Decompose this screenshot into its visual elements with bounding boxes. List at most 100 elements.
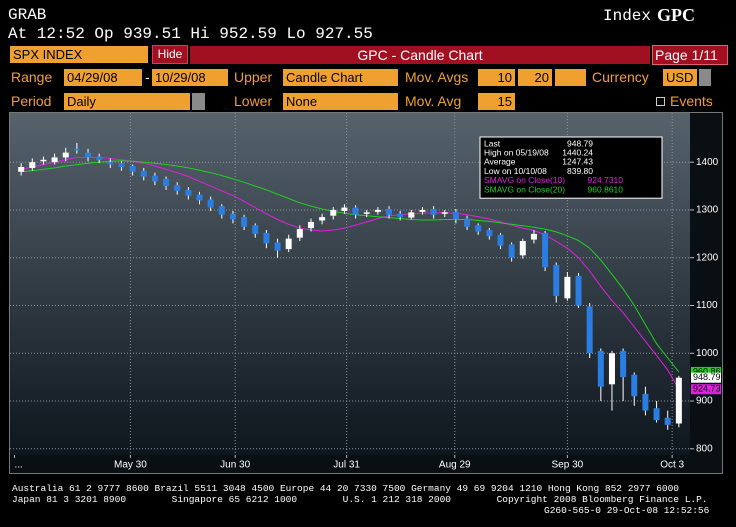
candle-body bbox=[386, 209, 393, 215]
events-label: Events bbox=[670, 93, 713, 109]
currency-field[interactable]: USD bbox=[663, 69, 697, 86]
candle-body bbox=[107, 162, 114, 165]
dropdown[interactable] bbox=[699, 69, 711, 86]
candle-body bbox=[274, 242, 281, 251]
hide-button[interactable]: Hide bbox=[152, 45, 188, 64]
legend-value: 924.7310 bbox=[588, 175, 624, 185]
security-field[interactable]: SPX INDEX bbox=[10, 46, 148, 63]
candle-body bbox=[508, 244, 515, 258]
candle-body bbox=[73, 148, 80, 151]
candle-body bbox=[118, 163, 125, 167]
candle-body bbox=[151, 175, 158, 182]
chart-frame bbox=[9, 112, 723, 474]
chart-title-bar: GPC - Candle Chart bbox=[190, 46, 650, 64]
candle-body bbox=[586, 306, 593, 354]
candle-body bbox=[575, 275, 582, 306]
candle-body bbox=[475, 225, 482, 232]
y-tick-label: 1000 bbox=[696, 348, 719, 359]
stats-label: Low on 10/10/08 bbox=[484, 166, 547, 176]
mov-avgs-label: Mov. Avgs bbox=[405, 69, 469, 85]
price-tag bbox=[691, 366, 721, 377]
lower-field[interactable]: None bbox=[283, 93, 398, 110]
stats-value: 839.80 bbox=[567, 166, 593, 176]
candle-body bbox=[296, 229, 303, 238]
price-tag bbox=[691, 384, 721, 395]
candle-body bbox=[642, 393, 649, 411]
upper-field[interactable]: Candle Chart bbox=[283, 69, 398, 86]
function-code: GRAB bbox=[8, 6, 47, 24]
events-checkbox[interactable] bbox=[656, 97, 665, 106]
candle-body bbox=[51, 157, 58, 163]
period-field[interactable]: Daily bbox=[64, 93, 190, 110]
candle-body bbox=[319, 217, 326, 221]
dropdown[interactable] bbox=[192, 93, 205, 110]
page-indicator: Page 1/11 bbox=[652, 45, 728, 65]
stats-label: High on 05/19/08 bbox=[484, 147, 549, 157]
candle-body bbox=[196, 194, 203, 201]
candle-body bbox=[464, 218, 471, 227]
stats-box bbox=[479, 136, 663, 199]
legend-label: SMAVG on Close(10) bbox=[484, 175, 565, 185]
candle-body bbox=[263, 232, 270, 244]
y-tick-label: 1400 bbox=[696, 157, 719, 168]
candle-body bbox=[62, 152, 69, 158]
upper-label: Upper bbox=[234, 69, 273, 85]
candle-body bbox=[252, 225, 259, 234]
candle-body bbox=[597, 350, 604, 387]
candle-body bbox=[363, 212, 370, 214]
security-type: Index bbox=[603, 7, 652, 25]
range-start-field[interactable]: 04/29/08 bbox=[64, 69, 142, 86]
candle-body bbox=[96, 156, 103, 160]
candle-body bbox=[486, 230, 493, 237]
price-tag-label: 948.79 bbox=[693, 372, 721, 382]
candle-body bbox=[85, 152, 92, 158]
mov-avg-field[interactable]: 10 bbox=[478, 69, 515, 86]
candle-body bbox=[430, 209, 437, 215]
ticker: GPC bbox=[657, 5, 695, 25]
candle-body bbox=[530, 233, 537, 240]
moving-average-line bbox=[21, 160, 680, 373]
candle-body bbox=[497, 234, 504, 246]
candle-body bbox=[664, 417, 671, 425]
stats-value: 1247.43 bbox=[562, 157, 593, 167]
candle-body bbox=[330, 209, 337, 216]
price-tag-label: 960.86 bbox=[693, 366, 721, 376]
candle-body bbox=[675, 377, 682, 424]
x-tick-label: Sep 30 bbox=[552, 460, 584, 471]
axis-area bbox=[690, 113, 722, 455]
candle-body bbox=[542, 232, 549, 268]
candle-body bbox=[341, 207, 348, 211]
candle-body bbox=[374, 209, 381, 212]
price-tag bbox=[691, 372, 721, 383]
range-end-field[interactable]: 10/29/08 bbox=[152, 69, 228, 86]
candle-body bbox=[653, 408, 660, 421]
candle-body bbox=[608, 353, 615, 385]
mov-avg-field[interactable]: 20 bbox=[518, 69, 552, 86]
mov-avg-field[interactable] bbox=[555, 69, 586, 86]
candle-body bbox=[408, 212, 415, 218]
candle-body bbox=[620, 350, 627, 378]
range-separator: - bbox=[145, 69, 150, 85]
candle-body bbox=[519, 241, 526, 256]
y-tick-label: 1300 bbox=[696, 205, 719, 216]
lower-label: Lower bbox=[234, 93, 273, 109]
x-tick-label: Aug 29 bbox=[439, 460, 471, 471]
currency-label: Currency bbox=[592, 69, 649, 85]
candle-body bbox=[564, 276, 571, 299]
candle-body bbox=[441, 212, 448, 214]
stats-value: 1440.24 bbox=[562, 147, 593, 157]
candle-body bbox=[218, 206, 225, 215]
stats-label: Average bbox=[484, 157, 516, 167]
footer-timestamp: G260-565-0 29-Oct-08 12:52:56 bbox=[544, 505, 710, 516]
range-label: Range bbox=[11, 69, 53, 85]
stats-value: 948.79 bbox=[567, 138, 593, 148]
candle-body bbox=[285, 238, 292, 250]
price-tag-label: 924.73 bbox=[693, 384, 721, 394]
legend-label: SMAVG on Close(20) bbox=[484, 184, 565, 194]
candle-body bbox=[174, 185, 181, 191]
period-label: Period bbox=[11, 93, 52, 109]
quote-line: At 12:52 Op 939.51 Hi 952.59 Lo 927.55 bbox=[8, 25, 373, 43]
mov-avg-field[interactable]: 15 bbox=[478, 93, 515, 110]
y-tick-label: 800 bbox=[696, 443, 713, 454]
